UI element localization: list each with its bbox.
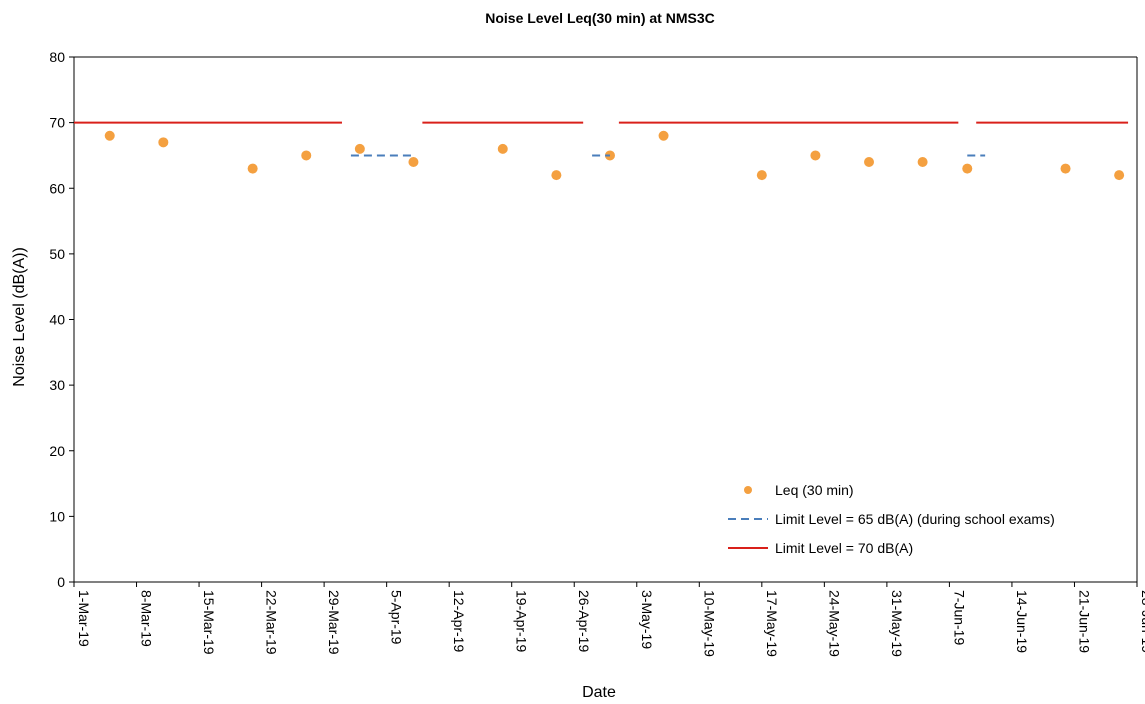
legend-entry-leq: Leq (30 min) [744,482,854,498]
x-tick-label: 12-Apr-19 [451,590,467,652]
x-tick-label: 7-Jun-19 [951,590,967,645]
x-tick-label: 19-Apr-19 [514,590,530,652]
y-tick-label: 40 [49,312,65,328]
leq-data-point [917,157,928,167]
x-tick-label: 26-Apr-19 [576,590,592,652]
leq-data-point [104,130,115,141]
x-tick-label: 14-Jun-19 [1014,590,1030,653]
leq-data-point [810,150,821,161]
plot-area: 0 10 20 30 40 50 60 70 80 1-Mar-19 8-Mar-19 15-Mar-… [49,49,1145,657]
x-tick-label: 29-Mar-19 [326,590,342,655]
y-tick-label: 20 [49,443,65,459]
x-tick-label: 5-Apr-19 [389,590,405,645]
leq-data-point [1060,163,1071,174]
leq-data-point [864,157,875,167]
x-tick-label: 31-May-19 [889,590,905,657]
chart-title: Noise Level Leq(30 min) at NMS3C [485,10,715,26]
x-tick-label: 22-Mar-19 [264,590,280,655]
leq-data-point [962,163,973,174]
y-tick-label: 30 [49,377,65,393]
x-tick-label: 17-May-19 [764,590,780,657]
legend-label: Limit Level = 65 dB(A) (during school ex… [775,511,1055,527]
y-tick-label: 80 [49,49,65,65]
y-axis-title: Noise Level (dB(A)) [11,247,28,387]
leq-data-point [158,137,169,148]
leq-data-point [408,157,419,167]
legend-label: Limit Level = 70 dB(A) [775,540,913,556]
x-tick-label: 15-Mar-19 [201,590,217,655]
y-tick-label: 0 [57,574,65,590]
leq-data-point [247,163,258,174]
legend-entry-limit-65: Limit Level = 65 dB(A) (during school ex… [728,511,1055,527]
x-tick-label: 24-May-19 [826,590,842,657]
y-tick-label: 70 [49,115,65,131]
x-tick-label: 3-May-19 [639,590,655,649]
leq-data-point [301,150,312,161]
x-tick-label: 1-Mar-19 [76,590,92,647]
x-axis-title: Date [582,684,616,701]
y-tick-label: 60 [49,180,65,196]
leq-data-point [497,143,508,154]
legend-label: Leq (30 min) [775,482,854,498]
leq-data-point [354,143,365,154]
leq-data-point [658,130,669,141]
leq-data-point [551,170,562,181]
legend: Leq (30 min) Limit Level = 65 dB(A) (duri… [728,482,1055,556]
legend-marker-leq [744,486,752,494]
legend-entry-limit-70: Limit Level = 70 dB(A) [728,540,913,556]
y-tick-label: 50 [49,246,65,262]
x-tick-label: 28-Jun-19 [1139,590,1145,653]
y-tick-label: 10 [49,508,65,524]
leq-data-point [1114,170,1125,181]
x-tick-label: 10-May-19 [701,590,717,657]
leq-data-point [756,170,767,181]
x-tick-label: 21-Jun-19 [1076,590,1092,653]
x-tick-label: 8-Mar-19 [139,590,155,647]
